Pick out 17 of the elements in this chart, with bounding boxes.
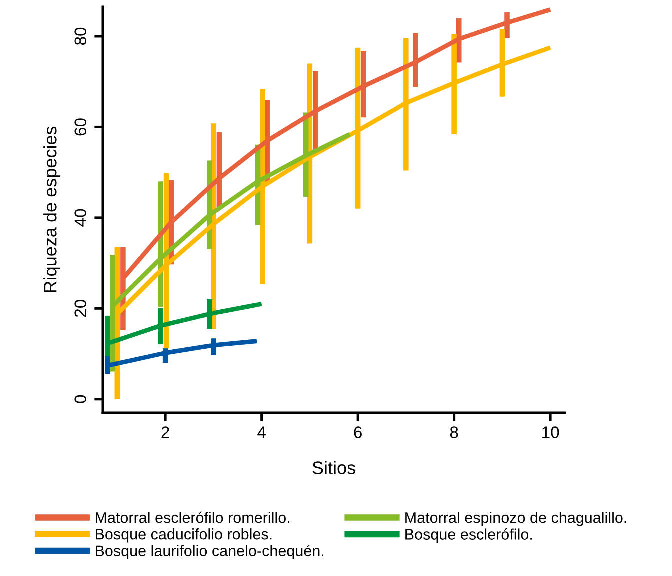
y-tick-label: 0 [74, 395, 87, 404]
y-tick-label: 60 [74, 118, 87, 136]
y-tick-label: 40 [74, 209, 87, 227]
x-tick-label: 10 [542, 426, 560, 438]
y-tick-label: 20 [74, 300, 87, 318]
legend-label: Bosque esclerófilo. [406, 528, 532, 543]
y-tick-label: 80 [74, 28, 87, 46]
legend-label: Bosque caducifolio robles. [96, 528, 272, 543]
y-axis-title: Riqueza de especies [44, 126, 60, 292]
legend-label: Matorral esclerófilo romerillo. [96, 512, 290, 524]
x-tick-label: 8 [450, 426, 458, 438]
legend-label: Bosque laurifolio canelo-chequén. [96, 545, 324, 560]
x-tick-label: 6 [354, 426, 362, 438]
x-tick-label: 2 [162, 426, 170, 438]
legend-label: Matorral espinozo de chagualillo. [406, 512, 626, 526]
x-tick-label: 4 [258, 426, 266, 438]
x-axis-title: Sitios [312, 461, 356, 474]
